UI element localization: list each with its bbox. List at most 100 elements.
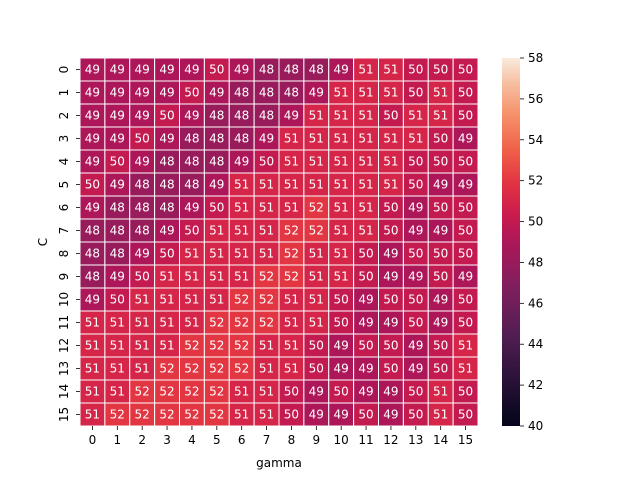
y-tick-label: 0 xyxy=(57,66,71,74)
cell-value-label: 48 xyxy=(234,132,249,146)
y-tick-label: 1 xyxy=(57,89,71,97)
cell-value-label: 48 xyxy=(85,247,100,261)
cell-value-label: 52 xyxy=(135,408,150,422)
cell-value-label: 48 xyxy=(110,201,125,215)
cell-value-label: 51 xyxy=(334,132,349,146)
cell-value-label: 51 xyxy=(85,316,100,330)
cell-value-label: 51 xyxy=(334,109,349,123)
cell-value-label: 51 xyxy=(309,178,324,192)
cell-value-label: 48 xyxy=(85,224,100,238)
cell-value-label: 49 xyxy=(209,86,224,100)
cell-value-label: 52 xyxy=(184,408,199,422)
cell-value-label: 52 xyxy=(234,293,249,307)
cell-value-label: 51 xyxy=(209,293,224,307)
cell-value-label: 49 xyxy=(234,63,249,77)
cell-value-label: 52 xyxy=(209,316,224,330)
cell-value-label: 51 xyxy=(334,201,349,215)
cell-value-label: 49 xyxy=(408,270,423,284)
cell-value-label: 49 xyxy=(433,224,448,238)
cell-value-label: 49 xyxy=(383,247,398,261)
cell-value-label: 51 xyxy=(159,270,174,284)
cell-value-label: 51 xyxy=(433,86,448,100)
cell-value-label: 51 xyxy=(284,155,299,169)
cell-value-label: 49 xyxy=(259,132,274,146)
x-tick-label: 0 xyxy=(89,433,97,447)
cell-value-label: 51 xyxy=(358,132,373,146)
heatmap-cells xyxy=(79,57,479,427)
y-tick-label: 5 xyxy=(57,181,71,189)
cell-value-label: 50 xyxy=(458,109,473,123)
cell-value-label: 52 xyxy=(284,247,299,261)
cell-value-label: 50 xyxy=(358,339,373,353)
y-tick-label: 3 xyxy=(57,135,71,143)
cell-value-label: 51 xyxy=(184,293,199,307)
cell-value-label: 51 xyxy=(110,316,125,330)
colorbar-tick-label: 46 xyxy=(528,296,543,310)
cell-value-label: 48 xyxy=(309,63,324,77)
cell-value-label: 50 xyxy=(408,385,423,399)
cell-value-label: 50 xyxy=(458,316,473,330)
y-tick-label: 6 xyxy=(57,204,71,212)
cell-value-label: 52 xyxy=(309,201,324,215)
cell-value-label: 52 xyxy=(259,293,274,307)
cell-value-label: 50 xyxy=(184,224,199,238)
cell-value-label: 50 xyxy=(334,293,349,307)
cell-value-label: 52 xyxy=(135,385,150,399)
cell-value-label: 50 xyxy=(408,316,423,330)
cell-value-label: 49 xyxy=(433,316,448,330)
cell-value-label: 51 xyxy=(110,362,125,376)
cell-value-label: 51 xyxy=(85,339,100,353)
cell-value-label: 48 xyxy=(259,86,274,100)
cell-value-label: 48 xyxy=(135,201,150,215)
cell-value-label: 52 xyxy=(184,385,199,399)
cell-value-label: 51 xyxy=(284,178,299,192)
cell-value-label: 50 xyxy=(284,408,299,422)
colorbar-tick-label: 58 xyxy=(528,51,543,65)
cell-value-label: 51 xyxy=(234,201,249,215)
cell-value-label: 50 xyxy=(433,132,448,146)
cell-value-label: 49 xyxy=(85,109,100,123)
x-tick-label: 15 xyxy=(458,433,473,447)
cell-value-label: 49 xyxy=(135,155,150,169)
cell-value-label: 49 xyxy=(135,109,150,123)
y-tick-label: 14 xyxy=(57,384,71,399)
cell-value-label: 49 xyxy=(209,178,224,192)
cell-value-label: 49 xyxy=(135,86,150,100)
cell-value-label: 51 xyxy=(358,109,373,123)
cell-value-label: 49 xyxy=(159,63,174,77)
cell-value-label: 51 xyxy=(184,316,199,330)
cell-value-label: 49 xyxy=(383,270,398,284)
cell-value-label: 50 xyxy=(259,155,274,169)
cell-value-label: 48 xyxy=(259,109,274,123)
cell-value-label: 48 xyxy=(284,86,299,100)
cell-value-label: 51 xyxy=(284,362,299,376)
cell-value-label: 51 xyxy=(159,339,174,353)
cell-value-label: 50 xyxy=(433,247,448,261)
cell-value-label: 51 xyxy=(433,408,448,422)
cell-value-label: 50 xyxy=(458,86,473,100)
cell-value-label: 50 xyxy=(135,270,150,284)
cell-value-label: 51 xyxy=(358,155,373,169)
cell-value-label: 49 xyxy=(383,408,398,422)
cell-value-label: 49 xyxy=(110,178,125,192)
y-tick-label: 4 xyxy=(57,158,71,166)
cell-value-label: 49 xyxy=(110,270,125,284)
x-tick-label: 12 xyxy=(383,433,398,447)
cell-value-label: 49 xyxy=(334,362,349,376)
colorbar-tick-label: 42 xyxy=(528,378,543,392)
cell-value-label: 49 xyxy=(309,408,324,422)
colorbar-scale xyxy=(502,58,520,426)
cell-value-label: 51 xyxy=(234,247,249,261)
cell-value-label: 50 xyxy=(358,247,373,261)
cell-value-label: 51 xyxy=(259,385,274,399)
cell-value-label: 52 xyxy=(159,408,174,422)
cell-value-label: 51 xyxy=(383,178,398,192)
y-tick-label: 13 xyxy=(57,361,71,376)
cell-value-label: 51 xyxy=(209,247,224,261)
cell-value-label: 48 xyxy=(184,178,199,192)
cell-value-label: 50 xyxy=(433,63,448,77)
cell-value-label: 51 xyxy=(184,247,199,261)
cell-value-label: 50 xyxy=(433,201,448,215)
